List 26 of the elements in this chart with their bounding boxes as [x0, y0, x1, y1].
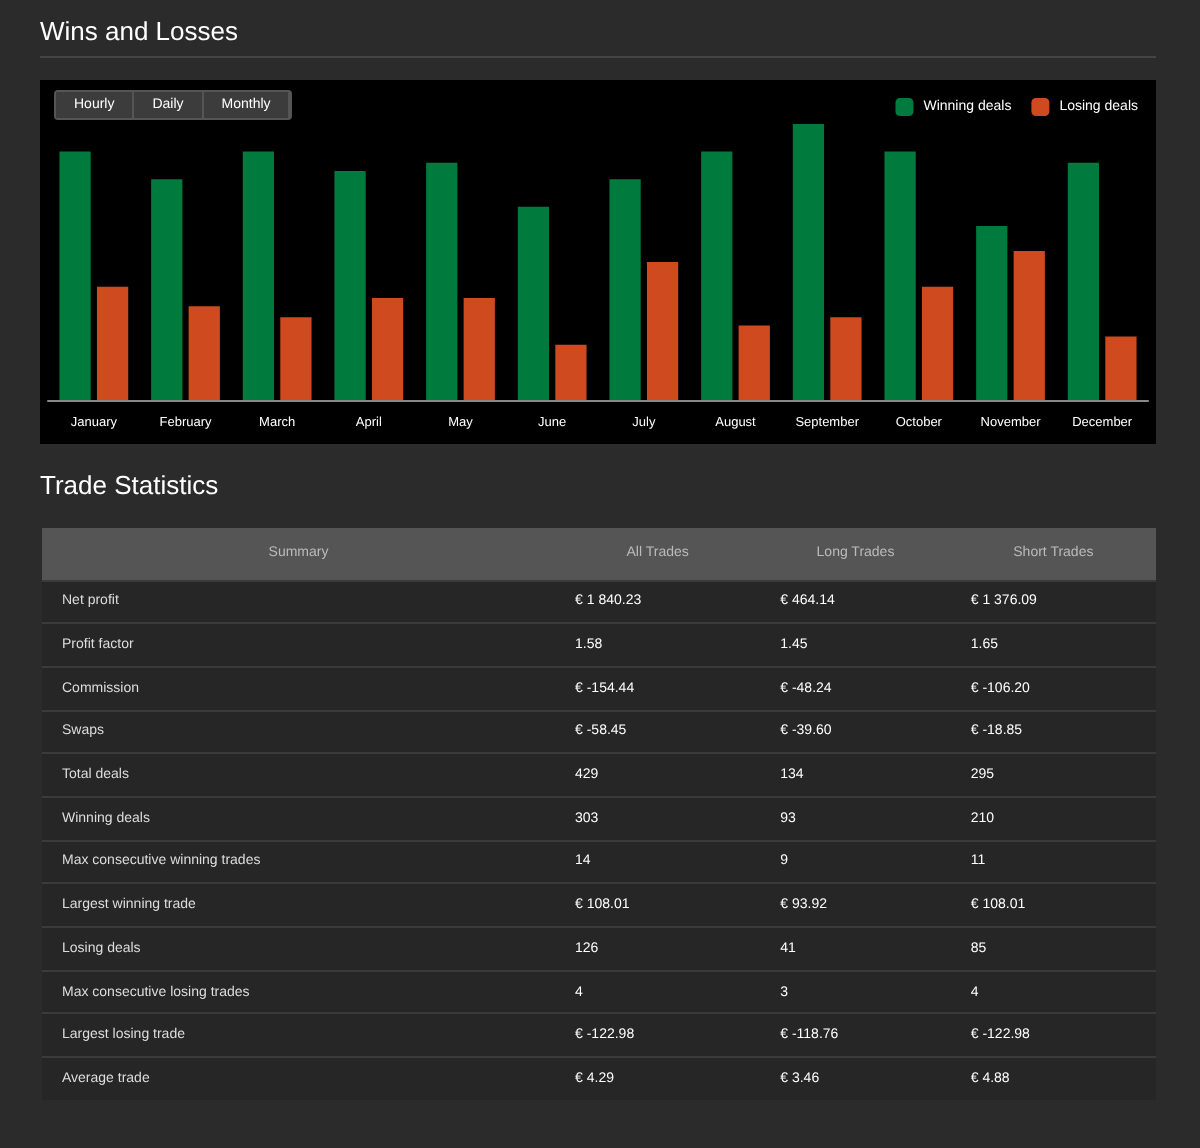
bar	[976, 226, 1008, 400]
bar	[59, 151, 91, 400]
bar	[646, 262, 679, 400]
bar	[280, 317, 312, 400]
bar	[334, 170, 366, 400]
bar	[738, 325, 770, 400]
bar	[151, 179, 183, 400]
bar	[921, 286, 954, 400]
bar	[463, 297, 495, 400]
bar	[426, 162, 458, 400]
chart-title: Wins and Losses	[40, 16, 1156, 58]
bar	[792, 124, 825, 400]
text: Trade Statistics	[40, 470, 221, 504]
bar	[884, 151, 916, 400]
bar	[555, 344, 587, 400]
bar	[242, 151, 275, 400]
bar	[371, 297, 404, 400]
bar	[96, 286, 129, 400]
bar	[830, 317, 862, 400]
bar	[188, 306, 220, 400]
bar	[1013, 250, 1045, 400]
bar	[1105, 336, 1137, 400]
bar	[1067, 162, 1100, 400]
bar	[517, 206, 550, 400]
bar	[701, 151, 733, 400]
bar	[609, 179, 641, 400]
